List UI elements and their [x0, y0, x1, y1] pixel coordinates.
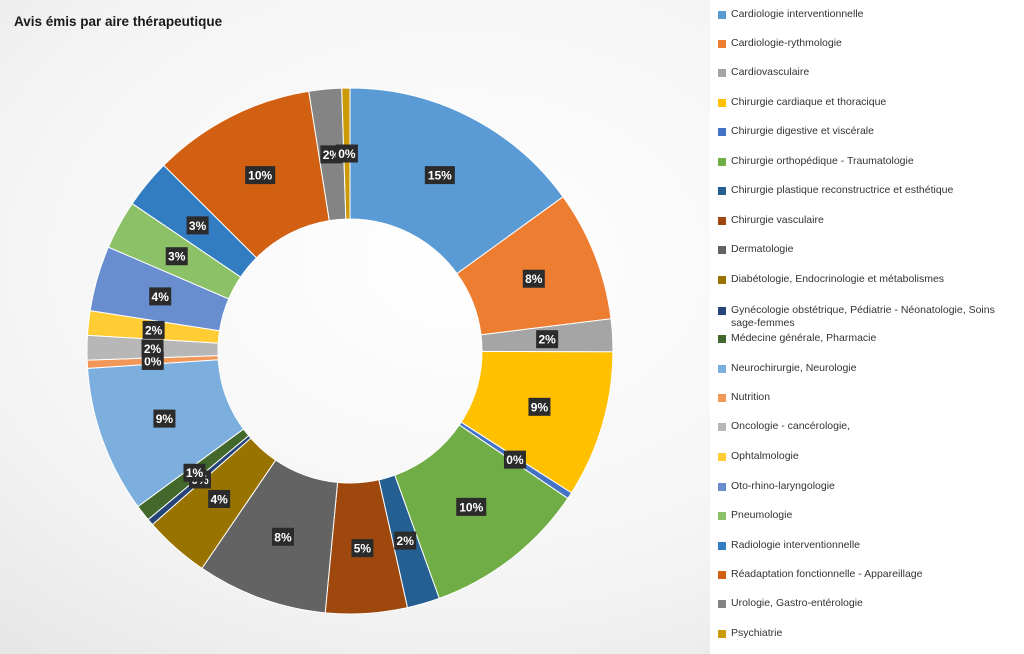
legend-swatch [718, 276, 726, 284]
legend-swatch [718, 40, 726, 48]
legend-label: Oncologie - cancérologie, [731, 420, 851, 432]
legend-label: Chirurgie plastique reconstructrice et e… [731, 184, 954, 196]
legend-swatch [718, 307, 726, 315]
svg-text:10%: 10% [459, 500, 483, 514]
legend-swatch [718, 600, 726, 608]
legend-swatch [718, 483, 726, 491]
legend-label: Ophtalmologie [731, 450, 799, 462]
legend-swatch [718, 158, 726, 166]
legend-label: Dermatologie [731, 243, 794, 255]
legend-label: Chirurgie cardiaque et thoracique [731, 96, 887, 108]
legend-label: Réadaptation fonctionnelle - Appareillag… [731, 568, 923, 580]
svg-text:3%: 3% [189, 219, 207, 233]
legend-swatch [718, 512, 726, 520]
data-label-4: 0% [503, 450, 526, 469]
donut-chart: 15%8%2%9%0%10%2%5%8%4%0%1%9%0%2%2%4%3%3%… [86, 87, 614, 615]
legend-swatch [718, 630, 726, 638]
legend-label: Radiologie interventionnelle [731, 539, 861, 551]
data-label-9: 4% [208, 489, 231, 508]
legend-swatch [718, 365, 726, 373]
data-label-1: 8% [522, 269, 545, 288]
legend-swatch [718, 571, 726, 579]
data-label-15: 2% [142, 320, 165, 339]
data-label-12: 9% [153, 409, 176, 428]
data-label-0: 15% [424, 166, 455, 185]
svg-text:0%: 0% [144, 354, 162, 368]
legend-swatch [718, 217, 726, 225]
legend-label: Diabétologie, Endocrinologie et métaboli… [731, 273, 945, 285]
svg-text:1%: 1% [186, 466, 204, 480]
legend-label: Neurochirurgie, Neurologie [731, 362, 857, 374]
slice-0 [349, 87, 564, 275]
legend-swatch [718, 11, 726, 19]
svg-text:9%: 9% [156, 412, 174, 426]
data-label-21: 0% [335, 144, 358, 163]
svg-text:0%: 0% [338, 147, 356, 161]
legend-swatch [718, 335, 726, 343]
svg-text:10%: 10% [248, 169, 272, 183]
legend-swatch [718, 542, 726, 550]
legend-label: Chirurgie orthopédique - Traumatologie [731, 155, 914, 167]
legend-label: Cardiologie-rythmologie [731, 37, 842, 49]
data-label-6: 2% [394, 531, 417, 550]
svg-text:8%: 8% [525, 272, 543, 286]
legend-swatch [718, 187, 726, 195]
svg-text:2%: 2% [144, 342, 162, 356]
legend-label: Chirurgie digestive et viscérale [731, 125, 874, 137]
legend-label: Cardiologie interventionnelle [731, 8, 864, 20]
data-label-16: 4% [149, 287, 172, 306]
svg-text:2%: 2% [145, 323, 163, 337]
legend-swatch [718, 246, 726, 254]
legend-swatch [718, 128, 726, 136]
legend: Cardiologie interventionnelle Cardiologie… [710, 0, 1024, 654]
chart-title: Avis émis par aire thérapeutique [14, 14, 223, 29]
data-label-19: 10% [245, 166, 276, 185]
legend-label: Gynécologie obstétrique, Pédiatrie - Néo… [731, 304, 995, 329]
legend-label: Urologie, Gastro-entérologie [731, 597, 863, 609]
svg-text:2%: 2% [538, 333, 556, 347]
legend-label: Nutrition [731, 391, 771, 403]
legend-swatch [718, 99, 726, 107]
legend-label: Cardiovasculaire [731, 66, 810, 78]
data-label-8: 8% [271, 527, 294, 546]
data-label-14: 2% [141, 339, 164, 358]
legend-swatch [718, 69, 726, 77]
legend-label: Oto-rhino-laryngologie [731, 480, 835, 492]
data-label-2: 2% [536, 330, 559, 349]
legend-swatch [718, 394, 726, 402]
legend-label: Chirurgie vasculaire [731, 214, 824, 226]
svg-text:8%: 8% [274, 530, 292, 544]
svg-text:0%: 0% [506, 453, 524, 467]
data-label-5: 10% [456, 497, 487, 516]
legend-swatch [718, 423, 726, 431]
legend-label: Pneumologie [731, 509, 793, 521]
data-label-3: 9% [528, 397, 551, 416]
svg-text:4%: 4% [152, 290, 170, 304]
svg-text:15%: 15% [428, 169, 452, 183]
legend-swatch [718, 453, 726, 461]
svg-text:3%: 3% [168, 250, 186, 264]
data-label-11: 1% [183, 463, 206, 482]
svg-text:9%: 9% [531, 400, 549, 414]
legend-label: Médecine générale, Pharmacie [731, 332, 877, 344]
data-label-18: 3% [186, 216, 209, 235]
data-label-7: 5% [351, 539, 374, 558]
svg-text:4%: 4% [211, 492, 229, 506]
data-label-17: 3% [165, 247, 188, 266]
svg-text:2%: 2% [397, 534, 415, 548]
svg-text:5%: 5% [354, 542, 372, 556]
legend-label: Psychiatrie [731, 627, 783, 639]
